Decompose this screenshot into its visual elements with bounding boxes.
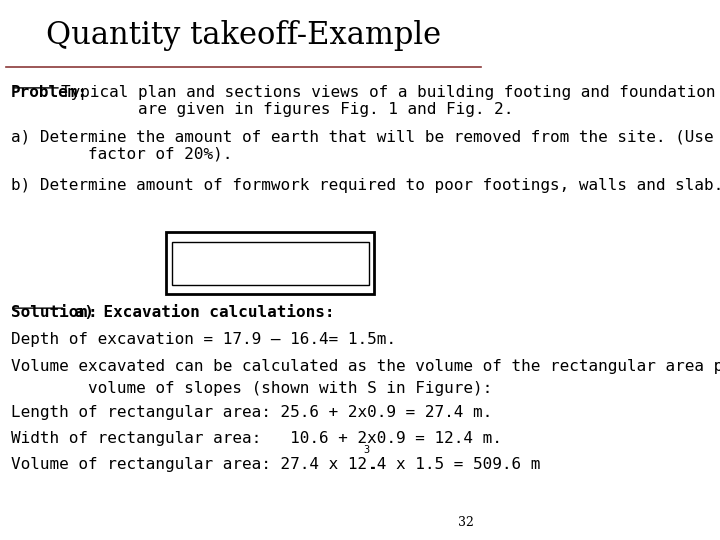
Bar (172, 242, 369, 285)
Text: .: . (368, 457, 378, 472)
Text: b) Determine amount of formwork required to poor footings, walls and slab.: b) Determine amount of formwork required… (11, 178, 720, 193)
Text: Volume excavated can be calculated as the volume of the rectangular area plus th: Volume excavated can be calculated as th… (11, 359, 720, 374)
Text: Length of rectangular area: 25.6 + 2x0.9 = 27.4 m.: Length of rectangular area: 25.6 + 2x0.9… (11, 406, 492, 420)
Text: a) Determine the amount of earth that will be removed from the site. (Use a swel: a) Determine the amount of earth that wi… (11, 129, 720, 161)
Bar (166, 232, 374, 294)
Text: Quantity takeoff-Example: Quantity takeoff-Example (46, 20, 441, 51)
Text: Width of rectangular area:   10.6 + 2x0.9 = 12.4 m.: Width of rectangular area: 10.6 + 2x0.9 … (11, 431, 502, 446)
Text: Solution:: Solution: (11, 305, 98, 320)
Text: a) Excavation calculations:: a) Excavation calculations: (66, 305, 335, 320)
Text: Volume of rectangular area: 27.4 x 12.4 x 1.5 = 509.6 m: Volume of rectangular area: 27.4 x 12.4 … (11, 457, 541, 472)
Text: 32: 32 (458, 516, 474, 529)
Text: Problem:: Problem: (11, 85, 88, 100)
Text: Typical plan and sections views of a building footing and foundation wall
      : Typical plan and sections views of a bui… (61, 85, 720, 117)
Text: 3: 3 (364, 445, 370, 455)
Text: volume of slopes (shown with S in Figure):: volume of slopes (shown with S in Figure… (11, 381, 492, 396)
Text: Depth of excavation = 17.9 – 16.4= 1.5m.: Depth of excavation = 17.9 – 16.4= 1.5m. (11, 332, 396, 347)
